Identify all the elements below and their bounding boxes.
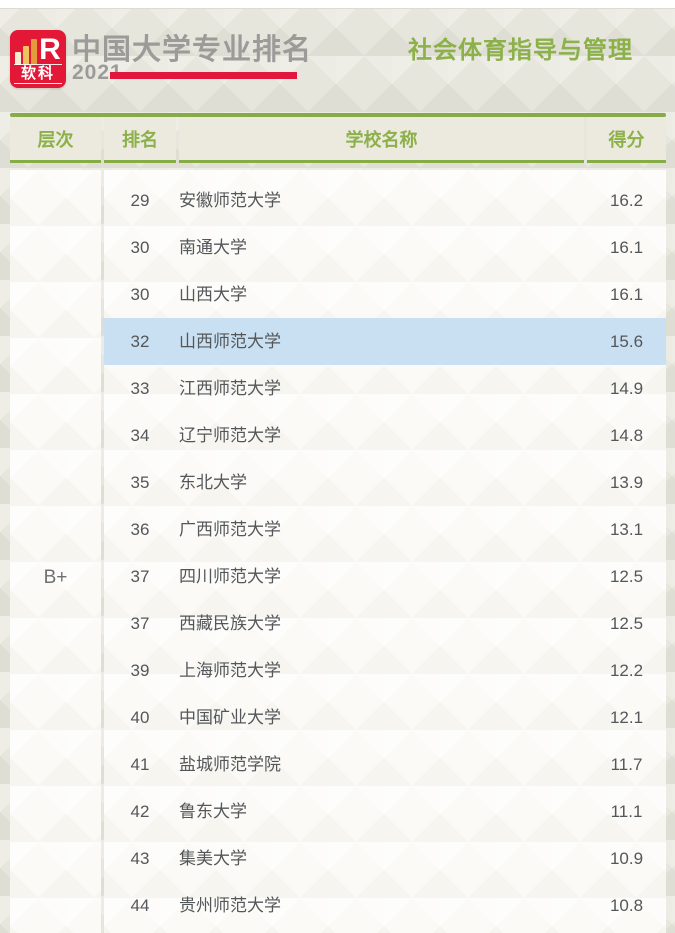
- school-cell[interactable]: 东北大学: [179, 473, 247, 492]
- score-cell: 15.6: [609, 332, 644, 351]
- rank-cell: 40: [130, 708, 150, 727]
- table-row[interactable]: 39 上海师范大学 12.2: [104, 647, 666, 694]
- school-cell[interactable]: 贵州师范大学: [179, 896, 281, 915]
- col-header-tier: 层次: [10, 117, 101, 163]
- subject-title: 社会体育指导与管理: [408, 37, 633, 64]
- header-top-border: [10, 113, 666, 117]
- rank-cell: 32: [130, 332, 150, 351]
- rank-cell: 36: [130, 520, 150, 539]
- rank-cell: 44: [130, 896, 150, 915]
- red-underline: [110, 72, 297, 79]
- ruanke-logo[interactable]: R 软科: [10, 30, 66, 88]
- score-cell: 14.8: [609, 426, 644, 445]
- score-cell: 12.1: [609, 708, 644, 727]
- table-body: B+ 29 安徽师范大学 16.2 30 南通大学 16.1 30 山西大学 16.1 32 山西师…: [10, 170, 666, 933]
- col-header-score: 得分: [587, 117, 666, 163]
- table-row[interactable]: 33 江西师范大学 14.9: [104, 365, 666, 412]
- table-row[interactable]: 35 东北大学 13.9: [104, 459, 666, 506]
- rank-cell: 41: [130, 755, 150, 774]
- rank-cell: 30: [130, 238, 150, 257]
- col-header-rank: 排名: [104, 117, 176, 163]
- score-cell: 12.2: [609, 661, 644, 680]
- table-row[interactable]: 42 鲁东大学 11.1: [104, 788, 666, 835]
- score-cell: 10.8: [609, 896, 644, 915]
- table-row[interactable]: 43 集美大学 10.9: [104, 835, 666, 882]
- tier-label: B+: [43, 567, 68, 588]
- school-cell[interactable]: 四川师范大学: [179, 567, 281, 586]
- school-cell[interactable]: 山西师范大学: [179, 332, 281, 351]
- rank-cell: 34: [130, 426, 150, 445]
- school-cell[interactable]: 上海师范大学: [179, 661, 281, 680]
- school-cell[interactable]: 西藏民族大学: [179, 614, 281, 633]
- school-cell[interactable]: 南通大学: [179, 238, 247, 257]
- rank-cell: 37: [130, 614, 150, 633]
- rank-cell: 33: [130, 379, 150, 398]
- school-cell[interactable]: 广西师范大学: [179, 520, 281, 539]
- top-strip: [0, 0, 675, 9]
- rank-cell: 39: [130, 661, 150, 680]
- logo-wordmark: 软科: [14, 64, 62, 84]
- score-cell: 10.9: [609, 849, 644, 868]
- score-cell: 11.7: [610, 755, 643, 774]
- school-cell[interactable]: 集美大学: [179, 849, 247, 868]
- col-header-school: 学校名称: [179, 117, 584, 163]
- header: R 软科 中国大学专业排名 2021 社会体育指导与管理: [0, 8, 675, 113]
- score-cell: 12.5: [609, 614, 644, 633]
- rows-container: 29 安徽师范大学 16.2 30 南通大学 16.1 30 山西大学 16.1 32 山西师范大学…: [104, 170, 666, 933]
- table-row[interactable]: 37 西藏民族大学 12.5: [104, 600, 666, 647]
- school-cell[interactable]: 盐城师范学院: [179, 755, 281, 774]
- table-row[interactable]: 29 安徽师范大学 16.2: [104, 177, 666, 224]
- ranking-title: 中国大学专业排名: [72, 34, 313, 66]
- rank-cell: 42: [130, 802, 150, 821]
- year-label: 2021: [72, 61, 123, 84]
- school-cell[interactable]: 江西师范大学: [179, 379, 281, 398]
- logo-r-letter: R: [39, 33, 61, 66]
- score-cell: 14.9: [609, 379, 644, 398]
- score-cell: 16.1: [609, 238, 644, 257]
- rank-cell: 30: [130, 285, 150, 304]
- score-cell: 16.1: [609, 285, 644, 304]
- bar-chart-icon: [15, 35, 37, 65]
- table-row[interactable]: 32 山西师范大学 15.6: [104, 318, 666, 365]
- score-cell: 13.9: [609, 473, 644, 492]
- school-cell[interactable]: 辽宁师范大学: [179, 426, 281, 445]
- table-row[interactable]: 40 中国矿业大学 12.1: [104, 694, 666, 741]
- table-row[interactable]: 41 盐城师范学院 11.7: [104, 741, 666, 788]
- rank-cell: 35: [130, 473, 150, 492]
- table-row[interactable]: 36 广西师范大学 13.1: [104, 506, 666, 553]
- rank-cell: 37: [130, 567, 150, 586]
- school-cell[interactable]: 山西大学: [179, 285, 247, 304]
- score-cell: 13.1: [609, 520, 644, 539]
- score-cell: 16.2: [609, 191, 644, 210]
- school-cell[interactable]: 鲁东大学: [179, 802, 247, 821]
- school-cell[interactable]: 安徽师范大学: [179, 191, 281, 210]
- rank-cell: 43: [130, 849, 150, 868]
- tier-column: B+: [10, 170, 101, 933]
- table-row[interactable]: 30 南通大学 16.1: [104, 224, 666, 271]
- table-row[interactable]: 37 四川师范大学 12.5: [104, 553, 666, 600]
- table-row[interactable]: 30 山西大学 16.1: [104, 271, 666, 318]
- logo-graphic: R: [15, 35, 61, 65]
- table-row[interactable]: 34 辽宁师范大学 14.8: [104, 412, 666, 459]
- score-cell: 12.5: [609, 567, 644, 586]
- table-row[interactable]: 44 贵州师范大学 10.8: [104, 882, 666, 929]
- header-cells: 层次 排名 学校名称 得分: [10, 117, 666, 163]
- school-cell[interactable]: 中国矿业大学: [179, 708, 281, 727]
- score-cell: 11.1: [610, 802, 643, 821]
- table-header: 层次 排名 学校名称 得分: [10, 113, 666, 163]
- rank-cell: 29: [130, 191, 150, 210]
